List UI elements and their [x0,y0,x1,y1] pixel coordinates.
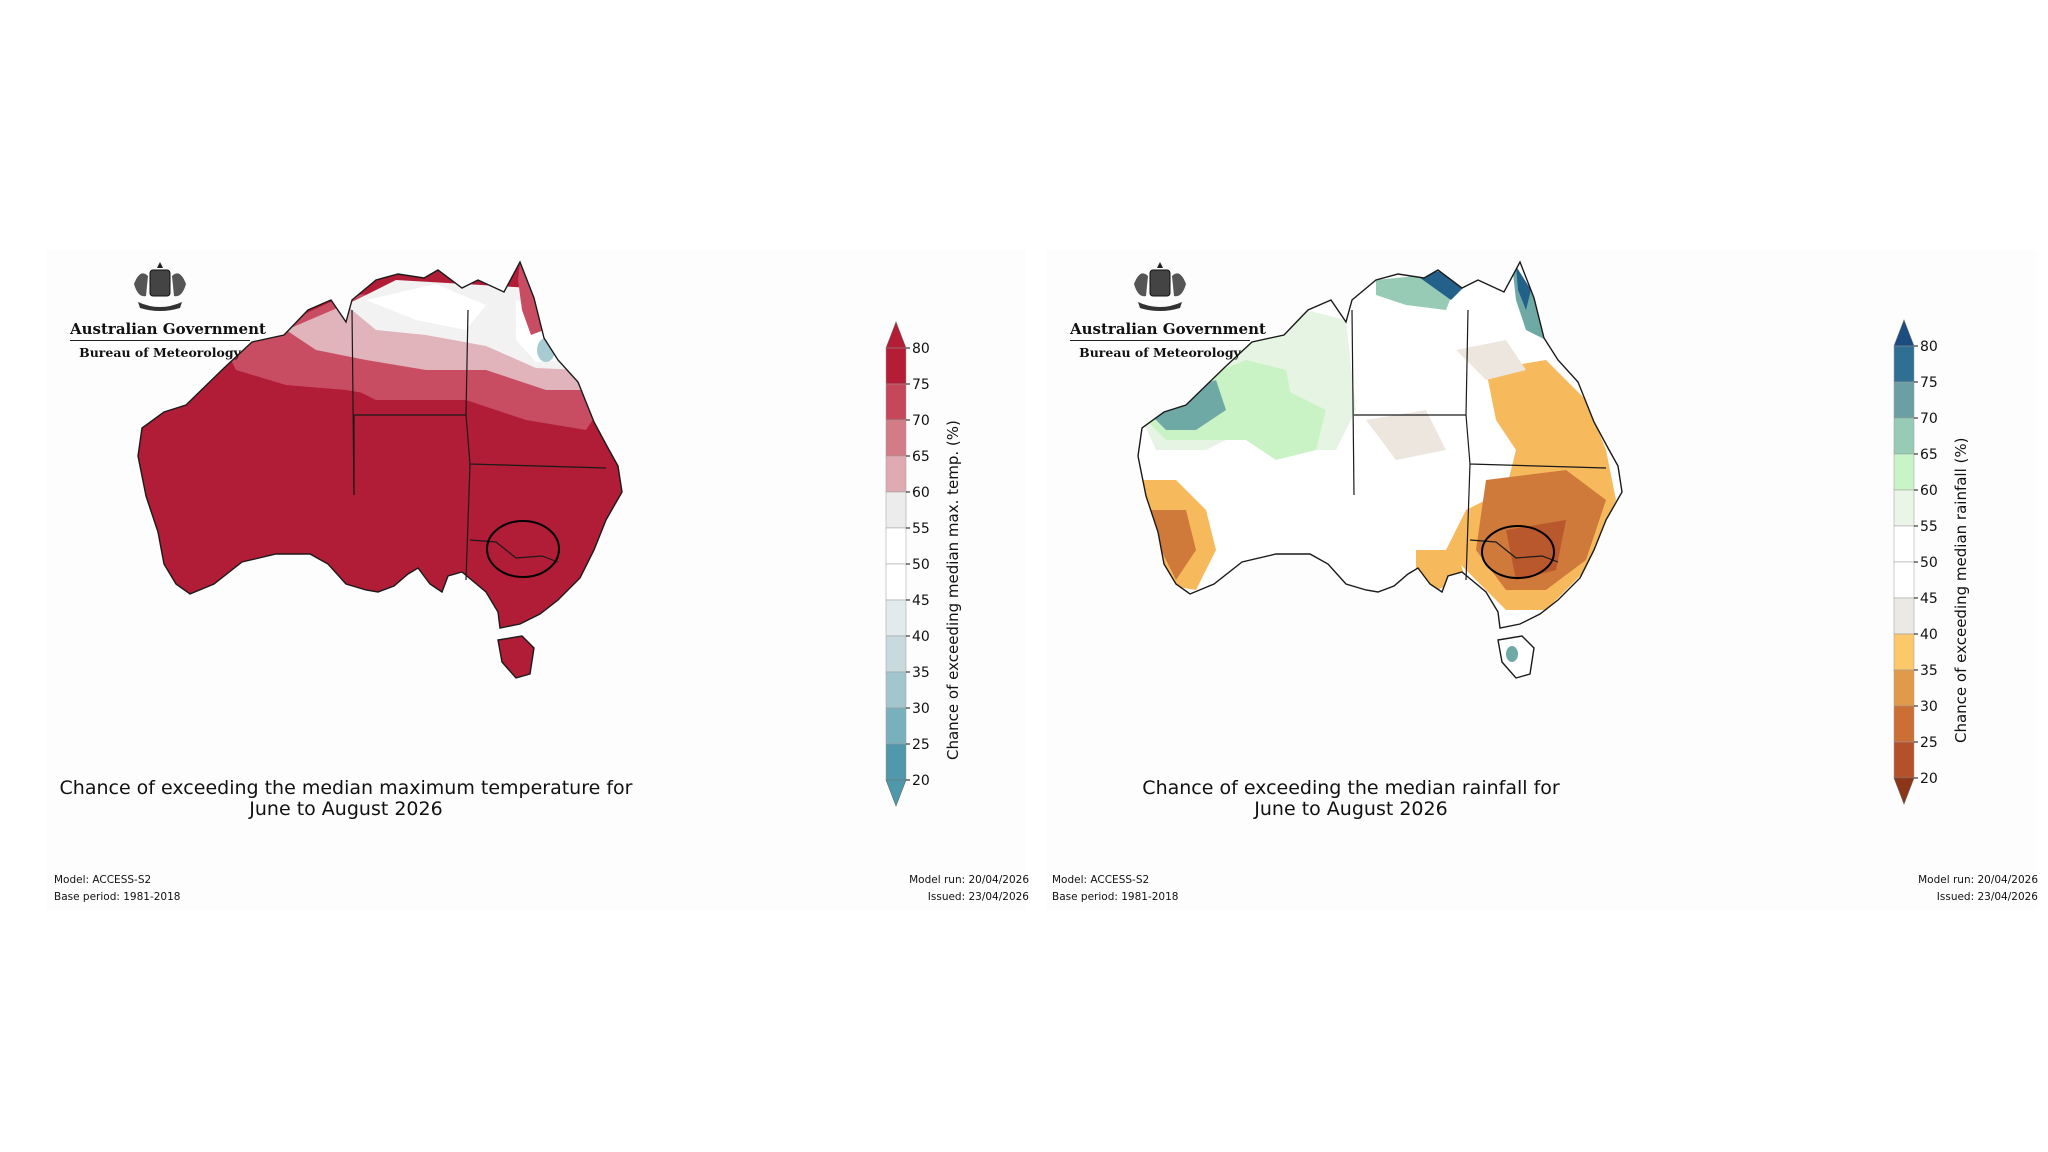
colorbar-segment [885,383,907,421]
coat-of-arms-icon [134,262,186,311]
colorbar-tick-label: 50 [1920,555,1938,571]
colorbar-top-arrow [885,321,907,349]
coastline [1137,260,1623,629]
footer-right: Model run: 20/04/2026 Issued: 23/04/2026 [909,872,1029,906]
highlight-ellipse [1481,525,1555,579]
model-text: Model: ACCESS-S2 [54,874,152,886]
colorbar-segment [1893,741,1915,779]
government-logo: Australian Government Bureau of Meteorol… [70,258,266,360]
colorbar-segment [1893,633,1915,671]
footer-right: Model run: 20/04/2026 Issued: 23/04/2026 [1918,872,2038,906]
rainfall-colorbar: Chance of exceeding median rainfall (%) … [1893,319,1970,805]
colorbar-tick-label: 40 [912,629,930,645]
colorbar-segment [1893,453,1915,491]
state-borders [1351,309,1607,581]
colorbar-tick-label: 30 [1920,699,1938,715]
temperature-colorbar: Chance of exceeding median max. temp. (%… [885,321,962,807]
base-period-text: Base period: 1981-2018 [1052,891,1179,903]
colorbar-tick-label: 45 [1920,591,1938,607]
map-title: Chance of exceeding the median rainfall … [1091,778,1611,820]
bureau-name: Bureau of Meteorology [79,345,241,360]
bureau-name: Bureau of Meteorology [1079,345,1241,360]
rainfall-outlook-panel: Australian Government Bureau of Meteorol… [1046,250,2038,910]
colorbar-tick-label: 65 [1920,447,1938,463]
government-name: Australian Government [1070,320,1266,341]
colorbar-bottom-arrow [1893,777,1915,805]
colorbar-label: Chance of exceeding median rainfall (%) [1952,438,1970,743]
colorbar-segment [1893,345,1915,383]
colorbar-tick-label: 75 [1920,375,1938,391]
issued-text: Issued: 23/04/2026 [927,891,1029,903]
colorbar-tick-label: 25 [912,737,930,753]
map-title-line1: Chance of exceeding the median rainfall … [1142,777,1560,799]
colorbar-tick-label: 40 [1920,627,1938,643]
colorbar-tick-label: 35 [1920,663,1938,679]
tasmania [1497,635,1535,679]
colorbar-segment [885,707,907,745]
government-logo: Australian Government Bureau of Meteorol… [1070,258,1266,360]
footer-left: Model: ACCESS-S2 Base period: 1981-2018 [54,872,180,906]
colorbar-segment [1893,381,1915,419]
colorbar-tick-label: 55 [912,521,930,537]
highlight-ellipse [486,520,560,578]
colorbar-tick-label: 60 [1920,483,1938,499]
model-text: Model: ACCESS-S2 [1052,874,1150,886]
model-run-text: Model run: 20/04/2026 [1918,874,2038,886]
colorbar-tick-label: 30 [912,701,930,717]
temperature-map [137,260,623,679]
base-period-text: Base period: 1981-2018 [54,891,181,903]
colorbar-segment [1893,597,1915,635]
colorbar-tick-label: 20 [1920,771,1938,787]
colorbar-segment [885,671,907,709]
colorbar-tick-label: 25 [1920,735,1938,751]
government-name: Australian Government [70,320,266,341]
map-title-line2: June to August 2026 [1254,798,1448,820]
colorbar-tick-label: 50 [912,557,930,573]
colorbar-label: Chance of exceeding median max. temp. (%… [944,420,962,760]
colorbar-bottom-arrow [885,779,907,807]
colorbar-tick-label: 45 [912,593,930,609]
footer-left: Model: ACCESS-S2 Base period: 1981-2018 [1052,872,1178,906]
colorbar-segment [885,599,907,637]
colorbar-segment [885,455,907,493]
colorbar-segment [885,419,907,457]
colorbar-segment [1893,705,1915,743]
colorbar-tick-label: 80 [912,341,930,357]
colorbar-segment [1893,417,1915,455]
colorbar-top-arrow [1893,319,1915,347]
colorbar-tick-label: 70 [912,413,930,429]
rainfall-map [1137,260,1623,679]
coastline [137,260,623,629]
colorbar-segment [1893,525,1915,563]
colorbar-tick-label: 35 [912,665,930,681]
colorbar-segment [885,563,907,601]
colorbar-segment [885,527,907,565]
colorbar-segment [885,635,907,673]
colorbar-tick-label: 60 [912,485,930,501]
colorbar-segment [1893,669,1915,707]
colorbar-segment [885,743,907,781]
colorbar-tick-label: 55 [1920,519,1938,535]
colorbar-tick-label: 80 [1920,339,1938,355]
map-title-line2: June to August 2026 [249,798,443,820]
colorbar-tick-label: 65 [912,449,930,465]
colorbar-segment [1893,489,1915,527]
colorbar-segment [1893,561,1915,599]
colorbar-tick-label: 70 [1920,411,1938,427]
model-run-text: Model run: 20/04/2026 [909,874,1029,886]
colorbar-tick-label: 20 [912,773,930,789]
colorbar-tick-label: 75 [912,377,930,393]
coat-of-arms-icon [1134,262,1186,311]
map-title-line1: Chance of exceeding the median maximum t… [59,777,633,799]
map-title: Chance of exceeding the median maximum t… [46,778,646,820]
colorbar-segment [885,347,907,385]
tasmania [497,635,535,679]
temperature-outlook-panel: Australian Government Bureau of Meteorol… [46,250,1029,910]
colorbar-segment [885,491,907,529]
issued-text: Issued: 23/04/2026 [1936,891,2038,903]
